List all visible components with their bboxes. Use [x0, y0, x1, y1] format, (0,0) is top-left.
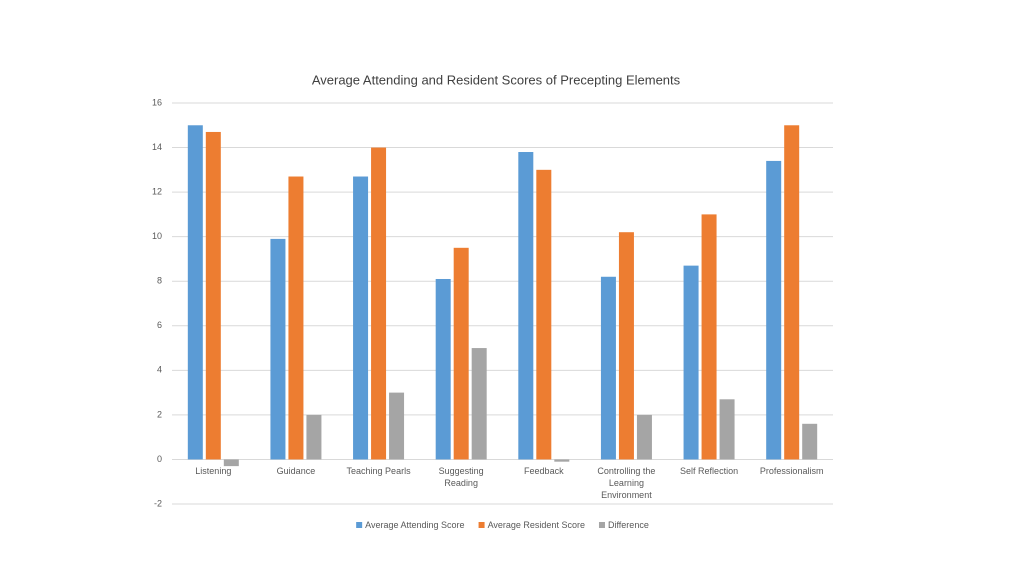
y-tick-label: 2	[157, 409, 162, 419]
bar	[766, 160, 782, 460]
legend-label: Difference	[608, 520, 649, 530]
x-tick-label: Controlling the Learning Environment	[597, 466, 656, 501]
legend-label: Average Attending Score	[365, 520, 464, 530]
y-tick-label: 14	[152, 142, 162, 152]
legend-swatch	[478, 522, 485, 528]
x-tick-label: Suggesting Reading	[438, 466, 484, 489]
bar	[618, 232, 634, 460]
x-tick-label: Feedback	[524, 466, 564, 477]
bar	[719, 399, 735, 460]
bar	[453, 247, 469, 460]
bar	[435, 278, 451, 460]
bar	[205, 131, 221, 460]
bar	[518, 152, 534, 460]
y-tick-label: 16	[152, 97, 162, 107]
bar	[536, 169, 552, 460]
x-tick-label: Listening	[195, 466, 232, 477]
x-tick-label: Professionalism	[759, 466, 824, 477]
bar	[288, 176, 304, 460]
bar	[223, 459, 239, 467]
bar	[353, 176, 369, 460]
y-tick-label: -2	[154, 498, 162, 508]
bar	[701, 214, 717, 460]
legend-label: Average Resident Score	[488, 520, 585, 530]
bar	[187, 125, 203, 460]
bar	[636, 414, 652, 460]
y-tick-label: 10	[152, 231, 162, 241]
chart-title: Average Attending and Resident Scores of…	[312, 72, 681, 87]
x-tick-label: Guidance	[276, 466, 316, 477]
x-tick-label: Self Reflection	[680, 466, 739, 477]
legend-swatch	[598, 522, 605, 528]
bar	[802, 423, 818, 460]
bar	[306, 414, 322, 460]
x-tick-label: Teaching Pearls	[346, 466, 411, 477]
y-tick-label: 12	[152, 186, 162, 196]
bar	[554, 459, 570, 462]
bar	[371, 147, 387, 460]
bar	[600, 276, 616, 460]
bar	[683, 265, 699, 460]
bar	[389, 392, 405, 460]
y-tick-label: 0	[157, 454, 162, 464]
y-tick-label: 8	[157, 276, 162, 286]
bar	[471, 348, 487, 460]
bar	[784, 125, 800, 460]
legend-swatch	[356, 522, 363, 528]
y-tick-label: 4	[157, 365, 162, 375]
y-tick-label: 6	[157, 320, 162, 330]
bar	[270, 238, 286, 460]
